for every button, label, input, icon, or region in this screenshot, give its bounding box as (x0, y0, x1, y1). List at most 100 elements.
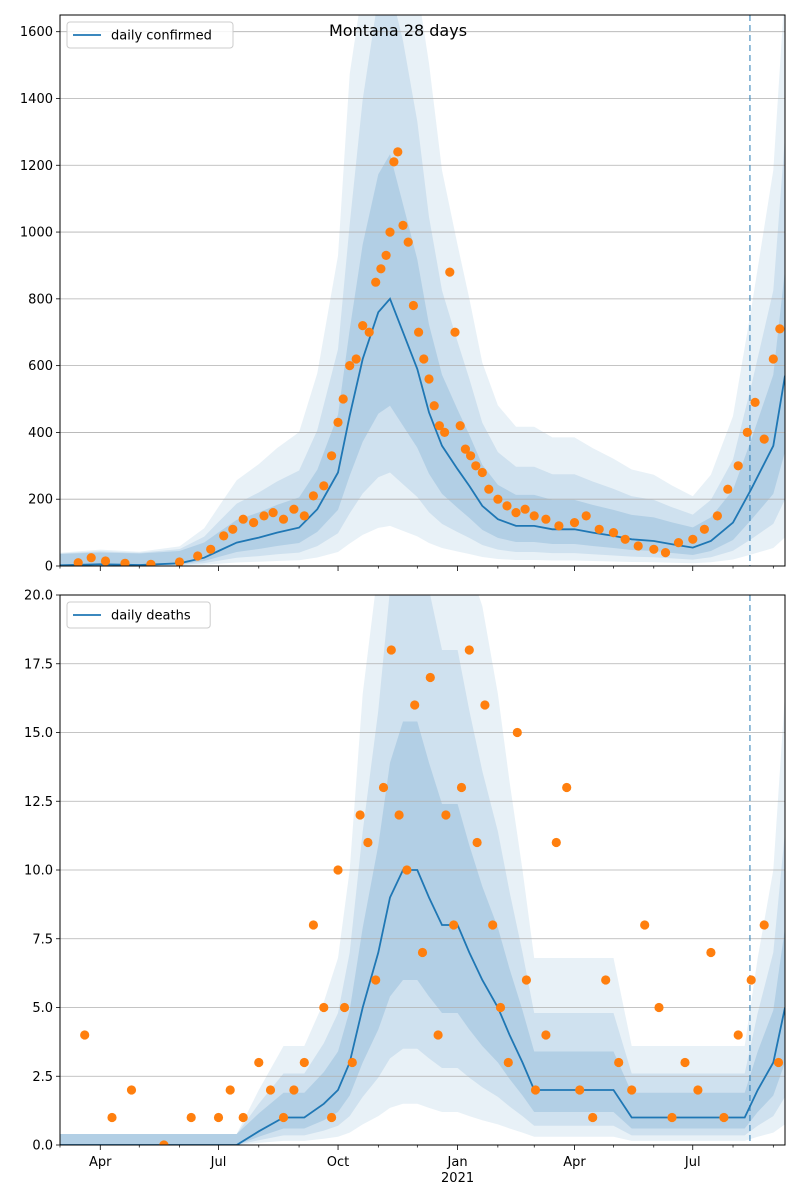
plot-area (60, 15, 785, 566)
y-tick-label: 17.5 (24, 657, 53, 672)
data-point (206, 544, 216, 554)
data-point (319, 1002, 329, 1013)
data-point (403, 237, 413, 247)
data-point (159, 1140, 169, 1145)
deaths-panel: 0.0 2.5 5.0 7.5 10.0 12.5 15.0 17.5 20.0 Apr Jul Oc… (24, 589, 786, 1186)
data-point (511, 507, 521, 518)
data-point (358, 321, 368, 331)
data-point (484, 484, 494, 494)
data-point (575, 1085, 585, 1095)
data-point (450, 327, 460, 337)
data-point (308, 920, 318, 930)
data-point (259, 511, 269, 521)
data-point (386, 645, 396, 655)
data-point (460, 444, 470, 454)
data-point (733, 1030, 743, 1040)
data-point (289, 1085, 299, 1095)
data-point (107, 1112, 117, 1123)
data-point (673, 538, 684, 548)
data-point (633, 541, 643, 551)
data-point (520, 504, 530, 514)
data-point (688, 534, 698, 544)
data-point (455, 421, 465, 431)
data-point (541, 514, 551, 524)
data-point (333, 417, 343, 427)
data-point (213, 1112, 224, 1123)
data-point (80, 1030, 90, 1040)
data-point (719, 1112, 729, 1123)
data-point (775, 324, 785, 334)
y-tick-label: 0.0 (32, 1139, 53, 1154)
data-point (649, 544, 659, 554)
data-point (477, 467, 487, 478)
axes-frame (59, 594, 786, 1146)
data-point (429, 401, 439, 411)
y-tick-label: 7.5 (32, 932, 53, 947)
data-point (581, 511, 591, 521)
data-point (268, 507, 278, 518)
confirmed-panel: 0 200 400 600 800 1000 1200 1400 1600 daily confi… (20, 14, 786, 575)
data-point (495, 1002, 506, 1013)
data-point (471, 461, 481, 471)
legend: daily deaths (66, 601, 211, 629)
data-point (667, 1112, 677, 1123)
data-point (410, 700, 420, 710)
data-point (193, 551, 203, 561)
data-point (588, 1112, 598, 1123)
data-point (228, 524, 238, 534)
y-tick-label: 800 (28, 292, 53, 307)
y-tick-label: 200 (28, 493, 53, 508)
data-point (86, 553, 96, 563)
y-tick-label: 600 (28, 359, 53, 374)
data-point (381, 250, 391, 260)
data-point (562, 782, 572, 793)
data-point (278, 514, 289, 524)
data-point (433, 1030, 443, 1040)
y-tick-label: 12.5 (24, 795, 53, 810)
data-point (759, 920, 769, 930)
data-point (378, 782, 389, 793)
data-point (414, 327, 424, 337)
data-point (333, 865, 343, 875)
data-point (660, 548, 671, 558)
data-point (521, 975, 532, 985)
data-point (225, 1085, 235, 1095)
data-point (654, 1002, 664, 1013)
data-point (355, 810, 365, 820)
data-point (254, 1057, 264, 1068)
data-point (601, 975, 611, 985)
uncertainty-band-1 (60, 15, 785, 566)
data-point (627, 1085, 637, 1095)
data-point (371, 277, 381, 287)
y-tick-label: 2.5 (32, 1070, 53, 1085)
data-point (693, 1085, 703, 1095)
data-point (347, 1057, 357, 1068)
data-point (174, 557, 185, 566)
data-point (773, 1057, 784, 1068)
data-point (541, 1030, 551, 1040)
data-point (393, 147, 403, 157)
x-tick-label: Jan (447, 1155, 468, 1170)
data-point (327, 1112, 337, 1123)
data-point (299, 1057, 309, 1068)
data-point (594, 524, 604, 534)
uncertainty-band-0 (60, 15, 785, 566)
data-point (750, 397, 760, 407)
data-point (408, 300, 418, 311)
y-tick-label: 1600 (20, 25, 53, 40)
data-point (608, 528, 619, 538)
data-point (554, 521, 564, 531)
data-point (434, 421, 444, 431)
data-point (351, 354, 361, 364)
y-tick-label: 1200 (20, 159, 53, 174)
data-point (238, 1112, 248, 1123)
data-point (502, 501, 512, 511)
data-point (723, 484, 733, 494)
y-tick-label: 1400 (20, 92, 53, 107)
data-point (699, 524, 710, 534)
data-point (385, 227, 395, 237)
data-point (464, 645, 474, 655)
data-point (364, 327, 374, 337)
data-point (419, 354, 429, 364)
